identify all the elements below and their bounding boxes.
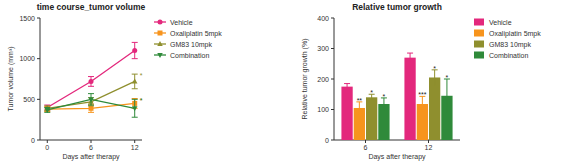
error-bar <box>44 107 50 112</box>
y-tick <box>331 109 334 110</box>
bar <box>366 97 377 140</box>
x-axis-label: Days after therapy <box>62 153 120 161</box>
legend-label: Combination <box>489 52 528 59</box>
marker <box>89 106 94 111</box>
x-tick-label: 6 <box>89 144 93 151</box>
error-bar <box>132 42 138 58</box>
y-tick-label: 200 <box>317 76 329 83</box>
legend-swatch <box>474 52 484 59</box>
legend-label: GM83 10mpk <box>489 41 532 49</box>
y-tick <box>331 18 334 19</box>
figure: 050010001500Tumor volume (mm³)time cours… <box>0 0 582 162</box>
error-bar <box>88 94 94 105</box>
x-tick <box>47 140 48 143</box>
y-tick-label: 100 <box>317 106 329 113</box>
marker <box>45 108 51 113</box>
significance: * <box>370 89 373 96</box>
x-axis <box>334 140 460 141</box>
error-bar <box>432 70 438 85</box>
marker <box>132 106 138 111</box>
legend-label: Oxaliplatin 5mpk <box>170 30 222 38</box>
error-bar <box>88 77 94 87</box>
y-tick-label: 500 <box>23 96 35 103</box>
significance: * <box>140 97 143 104</box>
marker <box>132 48 137 53</box>
y-tick-label: 1000 <box>19 55 35 62</box>
marker <box>132 78 138 83</box>
legend-swatch <box>474 30 484 37</box>
x-tick-label: 12 <box>131 144 139 151</box>
error-bar <box>444 79 450 113</box>
bar <box>429 77 440 140</box>
y-tick <box>331 48 334 49</box>
y-tick-label: 1500 <box>19 15 35 22</box>
x-tick <box>134 140 135 143</box>
legend-label: Vehicle <box>489 19 512 26</box>
x-tick-label: 12 <box>425 144 433 151</box>
marker <box>89 79 94 84</box>
significance: ** <box>357 97 363 104</box>
series-line <box>47 51 134 108</box>
significance: * <box>140 72 143 79</box>
plot <box>341 53 452 140</box>
y-tick <box>37 140 40 141</box>
marker <box>157 41 163 46</box>
bar <box>341 87 352 140</box>
y-tick <box>331 140 334 141</box>
error-bar <box>132 74 138 89</box>
x-tick-label: 6 <box>364 144 368 151</box>
y-tick-label: 300 <box>317 45 329 52</box>
y-axis <box>40 18 41 140</box>
error-bar <box>419 96 425 111</box>
x-axis-label: Days after therapy <box>368 153 426 161</box>
legend-swatch <box>474 19 484 26</box>
y-tick-label: 0 <box>31 137 35 144</box>
x-tick <box>428 140 429 143</box>
y-tick <box>331 79 334 80</box>
y-axis-label: Tumor volume (mm³) <box>7 46 15 111</box>
error-bar <box>132 99 138 117</box>
y-axis-label: Relative tumor growth (%) <box>301 39 309 120</box>
x-tick-label: 0 <box>45 144 49 151</box>
y-tick-label: 400 <box>317 15 329 22</box>
bar <box>404 58 415 140</box>
series-line <box>47 81 134 108</box>
error-bar <box>344 84 350 90</box>
legend-label: Combination <box>170 52 209 59</box>
marker <box>88 97 94 102</box>
y-tick <box>37 18 40 19</box>
legend-label: GM83 10mpk <box>170 41 213 49</box>
marker <box>158 20 163 25</box>
significance: *** <box>418 91 426 98</box>
significance: * <box>433 65 436 72</box>
y-tick <box>37 99 40 100</box>
legend-label: Vehicle <box>170 19 193 26</box>
title: time course_tumor volume <box>37 2 146 12</box>
y-tick-label: 0 <box>325 137 329 144</box>
x-tick <box>365 140 366 143</box>
legend-label: Oxaliplatin 5mpk <box>489 30 541 38</box>
significance: * <box>446 74 449 81</box>
plot <box>44 42 137 117</box>
title: Relative tumor growth <box>352 2 442 12</box>
marker <box>157 53 163 58</box>
x-tick <box>91 140 92 143</box>
significance: * <box>140 97 143 104</box>
error-bar <box>407 53 413 62</box>
y-tick <box>37 58 40 59</box>
significance: * <box>383 93 386 100</box>
legend-swatch <box>474 41 484 48</box>
marker <box>158 31 163 36</box>
